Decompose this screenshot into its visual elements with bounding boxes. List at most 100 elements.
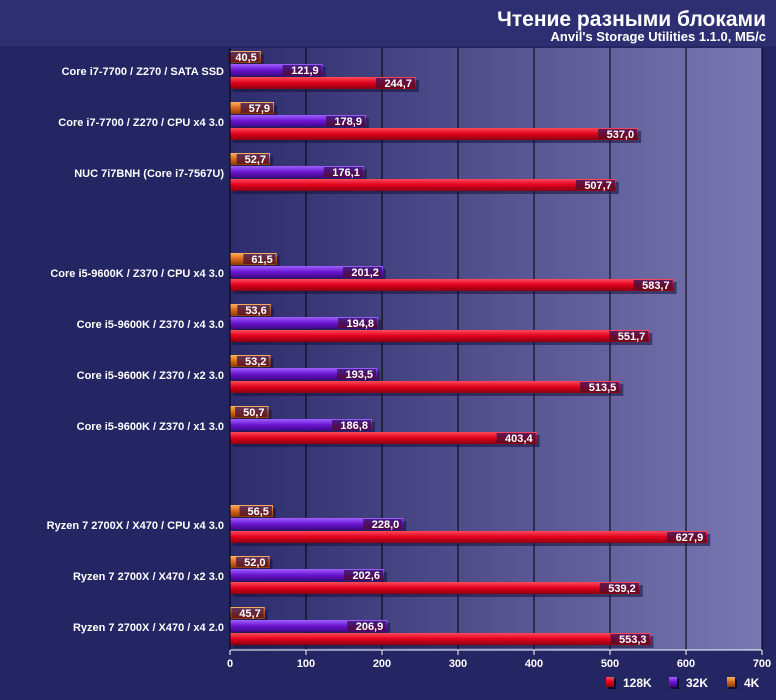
- bar-128K: [230, 633, 651, 645]
- category-label: Ryzen 7 2700X / X470 / x2 3.0: [73, 571, 224, 583]
- bar-layer: 40,5 121,9 244,7 57,9 178,9 537,0 52,7 176,1 507…: [227, 51, 711, 648]
- value-label-bg: [331, 420, 371, 430]
- value-label-32K: 186,8: [340, 420, 368, 432]
- value-label-32K: 202,6: [352, 570, 380, 582]
- value-label-bg: [239, 506, 272, 516]
- x-axis: 0 100 200 300 400 500 600 700: [227, 48, 771, 670]
- value-label-4K: 56,5: [248, 506, 269, 518]
- value-label-4K: 52,0: [244, 557, 265, 569]
- value-label-32K: 121,9: [291, 65, 319, 77]
- value-label-bg: [325, 116, 365, 126]
- value-label-bg: [227, 52, 260, 62]
- value-label-bg: [337, 369, 377, 379]
- value-label-bg: [496, 433, 536, 443]
- value-label-4K: 53,2: [245, 356, 266, 368]
- x-tick-label: 700: [753, 658, 771, 670]
- value-label-bg: [237, 305, 270, 315]
- plot-area: [230, 48, 762, 650]
- value-label-128K: 403,4: [505, 433, 533, 445]
- value-label-bg: [598, 129, 638, 139]
- legend-label-4K: 4K: [744, 676, 760, 690]
- value-label-bg: [580, 382, 620, 392]
- value-label-4K: 50,7: [243, 407, 264, 419]
- value-label-bg: [282, 65, 322, 75]
- value-label-bg: [236, 154, 270, 164]
- bar-128K: [230, 77, 416, 89]
- legend: 128K 32K 4K: [606, 676, 760, 690]
- bar-128K: [230, 128, 639, 140]
- value-label-bg: [575, 180, 615, 190]
- value-label-4K: 52,7: [245, 154, 266, 166]
- category-label: NUC 7i7BNH (Core i7-7567U): [74, 168, 224, 180]
- value-label-128K: 627,9: [676, 532, 704, 544]
- value-label-bg: [347, 621, 387, 631]
- chart-title: Чтение разными блоками: [497, 8, 766, 31]
- value-label-32K: 206,9: [356, 621, 384, 633]
- gridlines: [305, 48, 763, 650]
- x-tick-label: 500: [601, 658, 619, 670]
- value-label-4K: 53,6: [245, 305, 266, 317]
- x-tick-label: 300: [449, 658, 467, 670]
- category-label: Core i7-7700 / Z270 / SATA SSD: [62, 66, 224, 78]
- value-label-32K: 176,1: [332, 167, 360, 179]
- value-label-128K: 244,7: [384, 78, 412, 90]
- value-label-128K: 537,0: [607, 129, 635, 141]
- value-label-128K: 551,7: [618, 331, 646, 343]
- value-label-128K: 539,2: [608, 583, 636, 595]
- value-label-128K: 553,3: [619, 634, 647, 646]
- value-label-bg: [236, 557, 269, 567]
- x-tick-label: 100: [297, 658, 315, 670]
- value-label-32K: 194,8: [347, 318, 375, 330]
- value-label-4K: 57,9: [249, 103, 270, 115]
- value-label-bg: [363, 519, 403, 529]
- bar-128K: [230, 279, 674, 291]
- legend-label-32K: 32K: [686, 676, 708, 690]
- value-label-bg: [610, 634, 650, 644]
- value-label-128K: 507,7: [584, 180, 612, 192]
- value-label-bg: [231, 608, 264, 618]
- x-tick-label: 200: [373, 658, 391, 670]
- bar-128K: [230, 381, 621, 393]
- category-label: Ryzen 7 2700X / X470 / CPU x4 3.0: [47, 520, 224, 532]
- value-label-bg: [633, 280, 673, 290]
- value-label-bg: [243, 254, 276, 264]
- x-tick-label: 400: [525, 658, 543, 670]
- bar-128K: [230, 432, 537, 444]
- category-label: Core i5-9600K / Z370 / CPU x4 3.0: [50, 268, 224, 280]
- legend-swatch-32K: [669, 677, 677, 687]
- value-label-4K: 40,5: [235, 52, 256, 64]
- chart-subtitle: Anvil's Storage Utilities 1.1.0, МБ/с: [551, 29, 766, 44]
- category-label: Core i5-9600K / Z370 / x4 3.0: [77, 319, 224, 331]
- value-label-bg: [342, 267, 382, 277]
- value-label-bg: [240, 103, 274, 113]
- value-label-bg: [237, 356, 270, 366]
- value-label-4K: 61,5: [251, 254, 272, 266]
- bar-128K: [230, 531, 708, 543]
- bar-128K: [230, 582, 640, 594]
- value-label-bg: [375, 78, 415, 88]
- category-labels: Core i7-7700 / Z270 / SATA SSD Core i7-77…: [47, 66, 225, 634]
- value-label-4K: 45,7: [239, 608, 260, 620]
- title-band: [0, 0, 776, 46]
- x-tick-label: 600: [677, 658, 695, 670]
- category-label: Ryzen 7 2700X / X470 / x4 2.0: [73, 622, 224, 634]
- value-label-bg: [343, 570, 383, 580]
- bar-32K: [230, 518, 404, 530]
- value-label-32K: 178,9: [334, 116, 362, 128]
- bar-128K: [230, 179, 616, 191]
- bar-128K: [230, 330, 650, 342]
- category-label: Core i7-7700 / Z270 / CPU x4 3.0: [58, 117, 224, 129]
- value-label-128K: 513,5: [589, 382, 617, 394]
- value-label-32K: 201,2: [351, 267, 379, 279]
- value-label-32K: 228,0: [372, 519, 400, 531]
- x-tick-label: 0: [227, 658, 233, 670]
- value-label-128K: 583,7: [642, 280, 670, 292]
- value-label-bg: [599, 583, 639, 593]
- legend-label-128K: 128K: [623, 676, 652, 690]
- value-label-bg: [235, 407, 268, 417]
- value-label-bg: [667, 532, 707, 542]
- value-label-bg: [323, 167, 363, 177]
- value-label-bg: [609, 331, 649, 341]
- legend-swatch-128K: [606, 677, 614, 687]
